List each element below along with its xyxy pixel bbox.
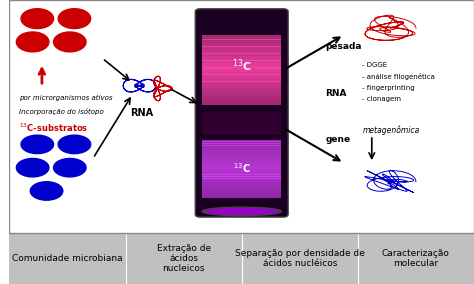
Bar — [202, 151, 281, 153]
Bar — [202, 63, 281, 65]
Bar — [202, 83, 281, 86]
Bar — [202, 171, 281, 173]
Ellipse shape — [58, 9, 91, 29]
Bar — [202, 44, 281, 47]
Bar — [202, 157, 281, 159]
Bar — [202, 176, 281, 179]
Text: gene: gene — [325, 135, 350, 144]
Bar — [202, 161, 281, 163]
Text: - fingerprinting: - fingerprinting — [363, 85, 415, 91]
Bar — [202, 88, 281, 91]
Bar — [202, 67, 281, 70]
Bar — [202, 53, 281, 56]
Bar — [202, 184, 281, 186]
Bar — [202, 159, 281, 161]
Text: Extração de
ácidos
nucleicos: Extração de ácidos nucleicos — [156, 244, 210, 273]
Bar — [202, 169, 281, 171]
Bar — [202, 95, 281, 98]
FancyBboxPatch shape — [9, 233, 474, 284]
Bar — [202, 165, 281, 167]
Bar — [202, 190, 281, 192]
Text: por microrganismos ativos: por microrganismos ativos — [18, 95, 112, 101]
Bar — [202, 188, 281, 190]
Bar — [202, 49, 281, 51]
Bar — [202, 56, 281, 58]
Text: RNA: RNA — [130, 108, 154, 118]
Bar — [202, 149, 281, 151]
Text: RNA: RNA — [325, 89, 347, 98]
Bar — [202, 51, 281, 54]
Ellipse shape — [54, 32, 86, 52]
Bar — [202, 74, 281, 77]
Text: Caracterização
molecular: Caracterização molecular — [382, 249, 450, 268]
Bar — [202, 65, 281, 68]
Bar — [202, 182, 281, 184]
FancyBboxPatch shape — [195, 9, 288, 217]
Ellipse shape — [58, 135, 91, 154]
Text: Separação por densidade de
ácidos nucléicos: Separação por densidade de ácidos nucléi… — [235, 249, 365, 268]
Bar — [202, 93, 281, 95]
Bar — [202, 139, 281, 142]
Bar — [202, 72, 281, 74]
Bar — [202, 70, 281, 72]
Ellipse shape — [21, 9, 54, 29]
Bar — [202, 91, 281, 93]
Bar — [202, 100, 281, 103]
Bar — [202, 60, 281, 63]
Ellipse shape — [54, 158, 86, 177]
Bar — [202, 194, 281, 196]
Bar — [202, 81, 281, 84]
Text: $^{13}$C: $^{13}$C — [233, 161, 251, 175]
Bar — [202, 42, 281, 44]
Bar — [202, 58, 281, 60]
Bar — [202, 178, 281, 181]
Text: - clonagem: - clonagem — [363, 96, 401, 102]
Text: metagenômica: metagenômica — [363, 126, 420, 135]
Bar — [202, 46, 281, 49]
Bar — [202, 37, 281, 39]
Ellipse shape — [30, 182, 63, 200]
Bar — [202, 86, 281, 89]
Text: pesada: pesada — [325, 42, 362, 51]
Ellipse shape — [17, 158, 49, 177]
Text: $^{13}$C: $^{13}$C — [232, 57, 252, 74]
Bar — [202, 102, 281, 105]
Bar — [202, 77, 281, 79]
Bar — [202, 192, 281, 194]
Bar — [202, 153, 281, 155]
Bar — [202, 174, 281, 177]
Text: Comunidade microbiana: Comunidade microbiana — [12, 254, 123, 263]
Bar — [202, 35, 281, 37]
Ellipse shape — [21, 135, 54, 154]
Bar — [202, 167, 281, 169]
Text: - DGGE: - DGGE — [363, 62, 388, 68]
Bar — [202, 141, 281, 144]
Bar — [202, 186, 281, 188]
Bar — [202, 196, 281, 198]
Bar — [202, 98, 281, 100]
Bar — [202, 145, 281, 147]
Bar — [202, 112, 281, 135]
Bar — [202, 180, 281, 182]
Text: Incorporação do isótopo: Incorporação do isótopo — [18, 108, 103, 115]
Bar — [202, 155, 281, 157]
Bar — [202, 163, 281, 165]
Ellipse shape — [17, 32, 49, 52]
Text: $^{13}$C-substratos: $^{13}$C-substratos — [18, 122, 88, 134]
Ellipse shape — [202, 207, 281, 216]
Text: - análise filogenética: - análise filogenética — [363, 73, 436, 80]
Bar — [202, 79, 281, 82]
Bar — [202, 39, 281, 42]
Bar — [202, 143, 281, 145]
Bar — [202, 172, 281, 175]
Bar — [202, 147, 281, 149]
